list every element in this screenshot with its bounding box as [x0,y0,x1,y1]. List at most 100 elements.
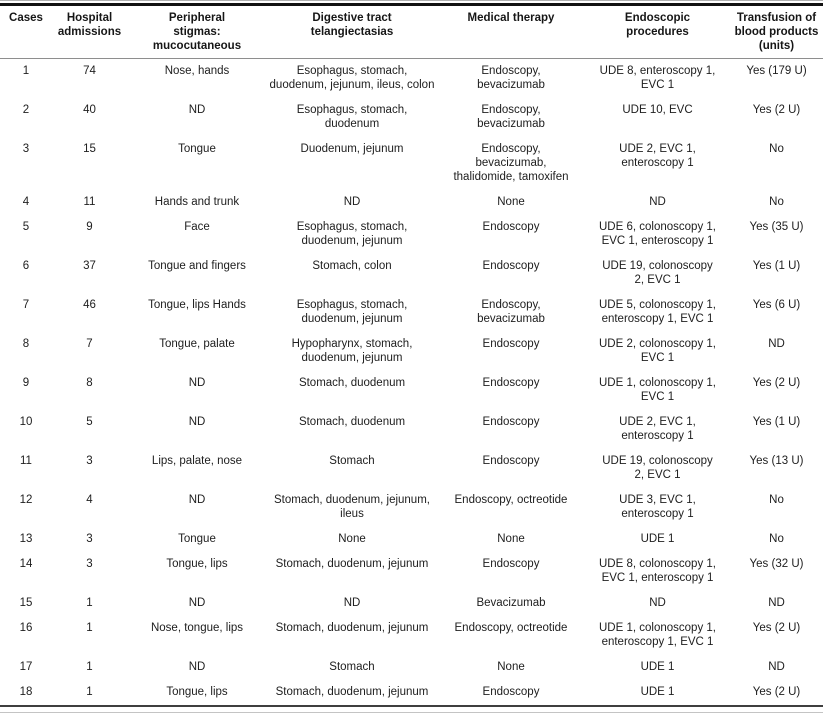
table-cell: ND [188,416,206,428]
table-row: 7 46 Tongue, lips Hands Esophagus, stomach,… [0,293,823,332]
table-cell: Endoscopy, bevacizumab, thalidomide, tam… [453,143,569,183]
table-cell: UDE 2, EVC 1, enteroscopy 1 [619,143,696,169]
table-cell: Stomach [329,455,375,467]
table-cell: ND [188,377,206,389]
table-cell: 46 [83,299,96,311]
table-row: 13 3 Tongue None None UDE 1 No [0,527,823,552]
table-cell: UDE 10, EVC [622,104,693,116]
table-row: 18 1 Tongue, lips Stomach, duodenum, jejunu… [0,680,823,706]
table-cell: No [769,494,784,506]
table-cell: ND [188,597,206,609]
table-cell: UDE 8, enteroscopy 1, EVC 1 [599,65,716,91]
table-cell: Yes (2 U) [752,104,801,116]
table-cell: None [338,533,366,545]
table-cell: Stomach, duodenum, jejunum [275,558,429,570]
table-cell: ND [649,597,666,609]
table-cell: UDE 2, EVC 1, enteroscopy 1 [619,416,696,442]
table-cell: UDE 19, colonoscopy 2, EVC 1 [602,455,713,481]
table-cell: 5 [22,221,30,233]
table-cell: 9 [86,221,93,233]
table-cell: 3 [86,533,93,545]
cases-table: Cases Hospital admissions Peripheral stigm… [0,3,823,707]
table-cell: 1 [86,597,93,609]
table-cell: UDE 1 [640,533,675,545]
table-cell: UDE 1, colonoscopy 1, EVC 1 [599,377,716,403]
table-cell: Endoscopy [482,558,540,570]
table-cell: Yes (179 U) [746,65,807,77]
table-cell: Esophagus, stomach, duodenum, jejunum, i… [269,65,435,91]
table-cell: Bevacizumab [476,597,546,609]
table-cell: ND [188,494,206,506]
table-cell: ND [768,661,785,673]
table-cell: 7 [86,338,93,350]
table-cell: 4 [86,494,93,506]
table-cell: 8 [86,377,93,389]
table-row: 1 74 Nose, hands Esophagus, stomach, duoden… [0,59,823,99]
table-cell: Yes (13 U) [749,455,804,467]
table-cell: Endoscopy, bevacizumab [477,104,545,130]
table-cell: UDE 1, colonoscopy 1, enteroscopy 1, EVC… [599,622,716,648]
table-body: 1 7 4 Nose, hands Esophagus, stomach, duoden… [0,59,823,707]
table-cell: Endoscopy [482,686,540,698]
table-cell: Endoscopy [482,455,540,467]
table-cell: 3 [22,143,30,155]
table-cell: Yes (2 U) [752,686,801,698]
table-cell: Tongue [178,143,216,155]
table-cell: 15 [19,597,33,609]
table-cell: Stomach, duodenum, jejunum, ileus [274,494,430,520]
table-row: 16 1 Nose, tongue, lips Stomach, duodenum, … [0,616,823,655]
table-cell: UDE 1 [640,686,675,698]
table-cell: Esophagus, stomach, duodenum, jejunum [296,299,408,325]
table-cell: None [497,661,525,673]
table-row: 17 1 ND Stomach None UDE 1 ND [0,655,823,680]
column-header: Endoscopic procedures [585,4,730,59]
table-cell: Endoscopy [482,377,540,389]
column-header: Digestive tract telangiectasias [267,4,437,59]
table-cell: 15 [83,143,96,155]
table-cell: Esophagus, stomach, duodenum [296,104,408,130]
table-cell: ND [768,597,785,609]
table-cell: 7 [22,299,30,311]
table-cell: Stomach, duodenum, jejunum [275,622,429,634]
column-header: Cases [0,4,52,59]
table-cell: 5 [86,416,93,428]
table-row: 10 5 ND Stomach, duodenum Endoscopy UDE 2, EV… [0,410,823,449]
table-cell: 12 [19,494,33,506]
column-header: Medical therapy [437,4,585,59]
table-cell: No [769,196,784,208]
table-cell: Face [184,221,210,233]
table-cell: 14 [19,558,33,570]
table-cell: 4 [22,196,30,208]
table-cell: Tongue, palate [159,338,235,350]
table-cell: Tongue, lips [166,558,228,570]
table-cell: Endoscopy, octreotide [454,494,568,506]
table-row: 12 4 ND Stomach, duodenum, jejunum, ileus En… [0,488,823,527]
table-cell: UDE 6, colonoscopy 1, EVC 1, enteroscopy… [599,221,716,247]
table-cell: 13 [19,533,33,545]
table-cell: 6 [22,260,30,272]
table-header: Cases Hospital admissions Peripheral stigm… [0,4,823,59]
table-cell: No [769,143,784,155]
page-bottom-rule [0,712,823,713]
table-cell: Stomach, duodenum, jejunum [275,686,429,698]
table-cell: Endoscopy, bevacizumab [477,299,545,325]
table-cell: UDE 2, colonoscopy 1, EVC 1 [599,338,716,364]
table-cell: 10 [19,416,33,428]
table-cell: 2 [22,104,30,116]
table-cell: Hands and trunk [154,196,240,208]
table-cell: 1 [86,686,93,698]
header-row: Cases Hospital admissions Peripheral stigm… [0,4,823,59]
table-cell: Lips, palate, nose [151,455,243,467]
table-cell: Yes (2 U) [752,377,801,389]
column-header: Hospital admissions [52,4,127,59]
table-cell: Yes (1 U) [752,260,801,272]
table-cell: UDE 3, EVC 1, enteroscopy 1 [619,494,696,520]
table-cell: Yes (35 U) [749,221,804,233]
table-row: 11 3 Lips, palate, nose Stomach Endoscopy UDE… [0,449,823,488]
table-cell: Endoscopy [482,416,540,428]
table-cell: ND [768,338,785,350]
table-cell: Nose, hands [164,65,230,77]
table-cell: Yes (2 U) [752,622,801,634]
table-row: 5 9 Face Esophagus, stomach, duodenum, jeju… [0,215,823,254]
